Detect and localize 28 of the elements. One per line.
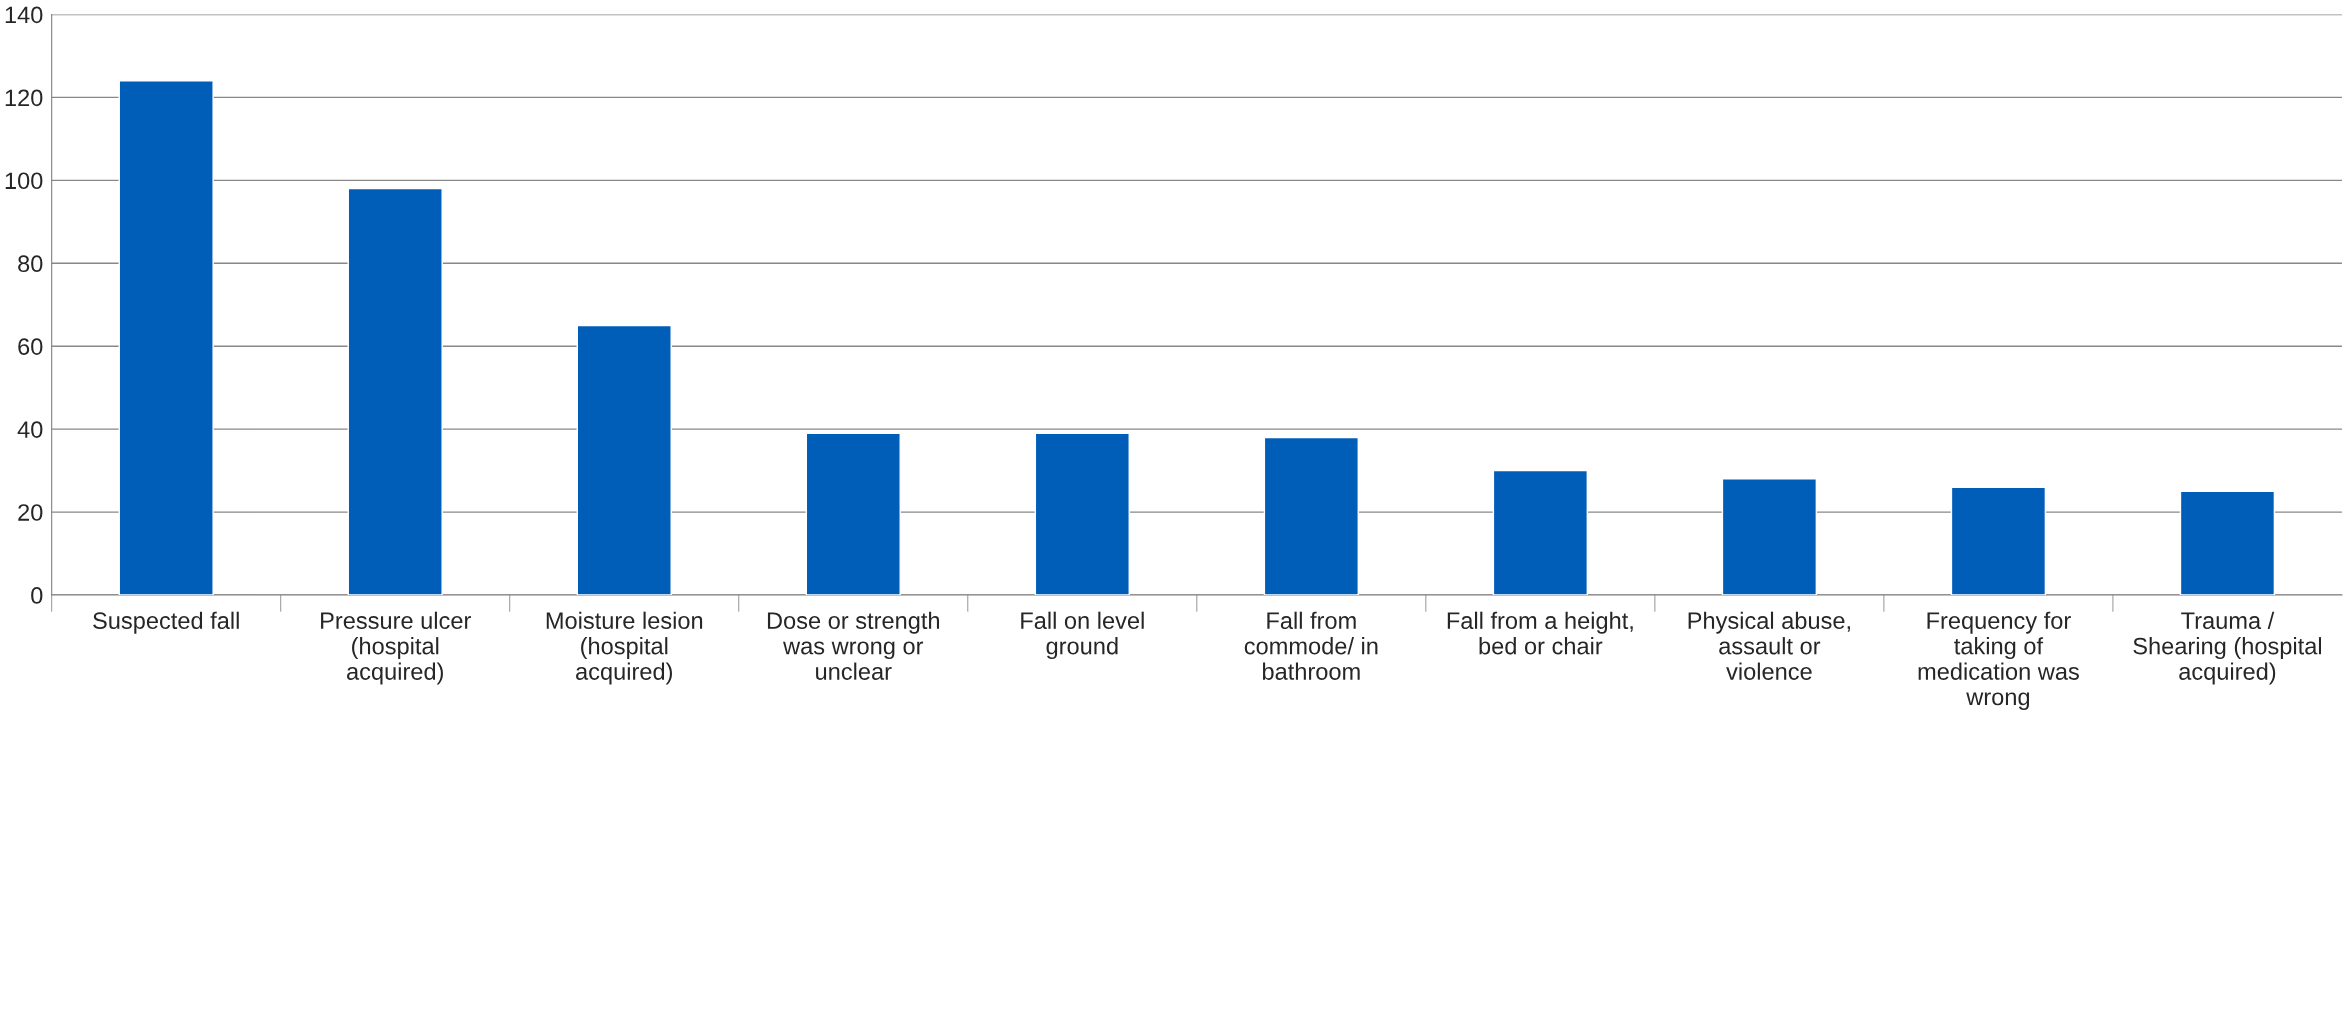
y-tick-label: 100 (5, 172, 43, 190)
bar (2179, 490, 2276, 596)
bar (118, 80, 214, 596)
x-tick-label: Dose or strength was wrong or unclear (767, 611, 940, 680)
y-tick-label: 60 (18, 338, 43, 355)
y-tick-label: 140 (5, 6, 43, 24)
bar (1721, 478, 1818, 596)
x-tick-label: Frequency for taking of medication was wrong (1918, 611, 2079, 710)
x-tick-label: Physical abuse, assault or violence (1688, 611, 1850, 680)
bar (576, 324, 672, 596)
y-tick-label: 40 (17, 421, 43, 438)
x-tick-label: Fall from a height, bed or chair (1447, 611, 1633, 655)
x-tick-label: Fall on level ground (1021, 611, 1144, 660)
bar (805, 432, 901, 596)
y-tick-label: 80 (18, 255, 43, 273)
bar (347, 187, 443, 596)
x-tick-label: Pressure ulcer (hospital acquired) (321, 611, 471, 685)
y-tick-label: 20 (18, 504, 43, 521)
x-tick-label: Fall from commode/ in bathroom (1244, 611, 1378, 680)
y-tick-label: 120 (5, 89, 43, 107)
bar (1263, 436, 1359, 596)
x-tick-label: Suspected fall (93, 611, 239, 634)
x-tick-label: Moisture lesion (hospital acquired) (546, 611, 703, 685)
y-tick-label: 0 (31, 587, 43, 604)
bar (1492, 469, 1589, 596)
bar (1034, 432, 1130, 596)
x-tick-label: Trauma / Shearing (hospital acquired) (2133, 611, 2322, 685)
bar (1950, 486, 2047, 596)
